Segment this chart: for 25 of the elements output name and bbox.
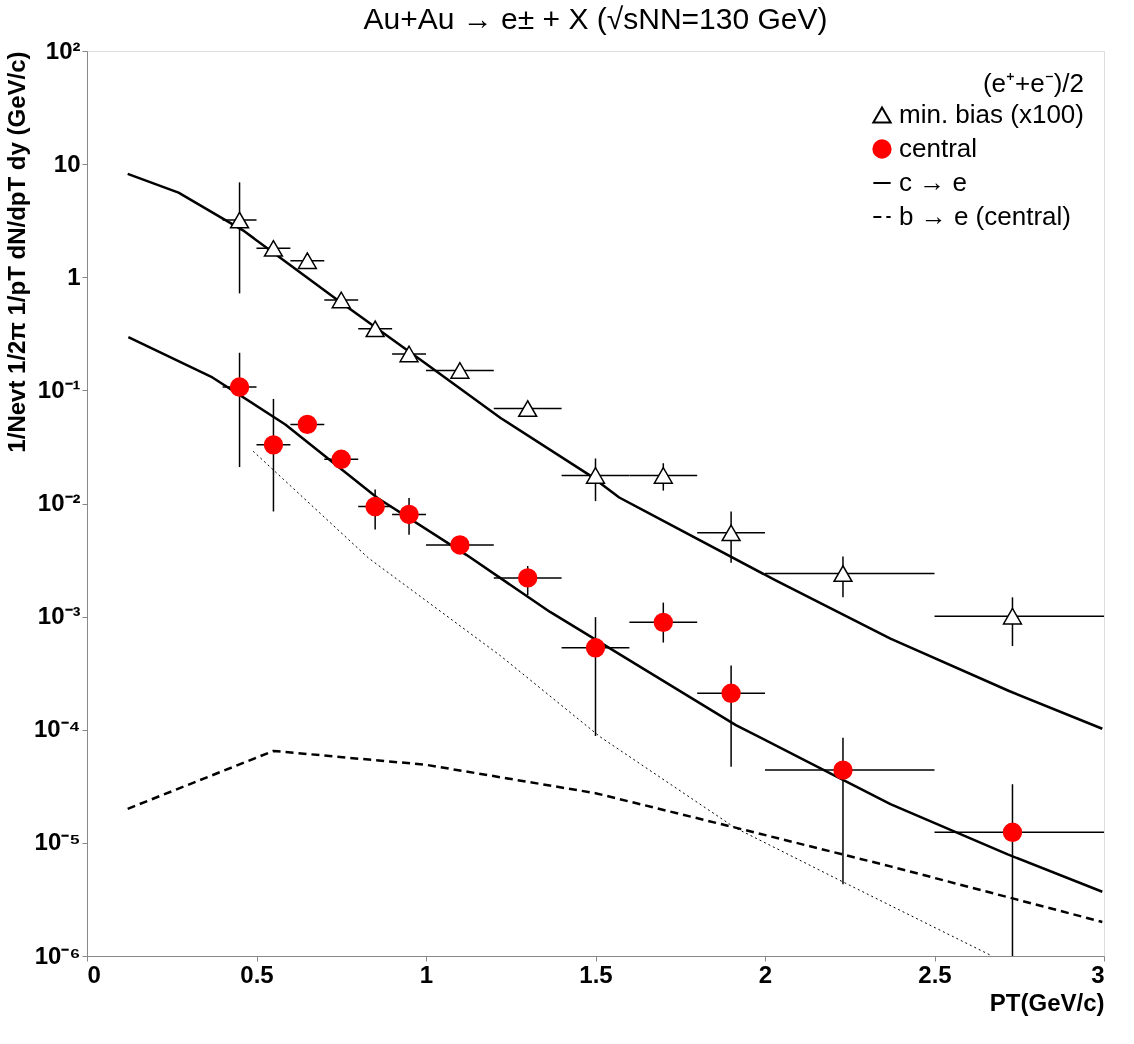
y-tick-label: 10⁻¹	[37, 375, 81, 403]
x-tick-label: 2.5	[918, 960, 952, 988]
y-tick-label: 10⁻⁵	[34, 828, 81, 856]
y-tick-label: 10⁻⁴	[33, 715, 81, 743]
x-axis-title: PT(GeV/c)	[989, 988, 1105, 1016]
x-tick-label: 2	[758, 960, 773, 988]
y-tick-label: 10⁻²	[37, 489, 81, 516]
x-tick-label: 0.5	[240, 960, 274, 988]
y-tick-label: 1	[67, 262, 81, 290]
x-tick-label: 1.5	[579, 960, 613, 988]
y-tick-label: 10⁻³	[37, 602, 81, 630]
line-series	[126, 172, 1104, 731]
legend-label: central	[899, 133, 978, 163]
y-tick-label: 10²	[45, 36, 81, 64]
legend-label: c → e	[899, 167, 967, 197]
y-tick-label: 10	[53, 149, 81, 177]
x-tick-label: 1	[419, 960, 434, 988]
x-tick-label: 3	[1091, 960, 1105, 988]
y-axis-title: 1/Nevt 1/2π 1/pT dN/dpT dy (GeV/c)	[2, 51, 30, 453]
x-tick-label: 0	[87, 960, 101, 988]
chart-title: Au+Au → e± + X (√sNN=130 GeV)	[363, 2, 828, 35]
y-tick-label: 10⁻⁶	[34, 941, 81, 969]
legend-title: (e⁺+e⁻)/2	[982, 68, 1084, 98]
legend-label: min. bias (x100)	[899, 99, 1084, 129]
legend-label: b → e (central)	[899, 201, 1071, 231]
